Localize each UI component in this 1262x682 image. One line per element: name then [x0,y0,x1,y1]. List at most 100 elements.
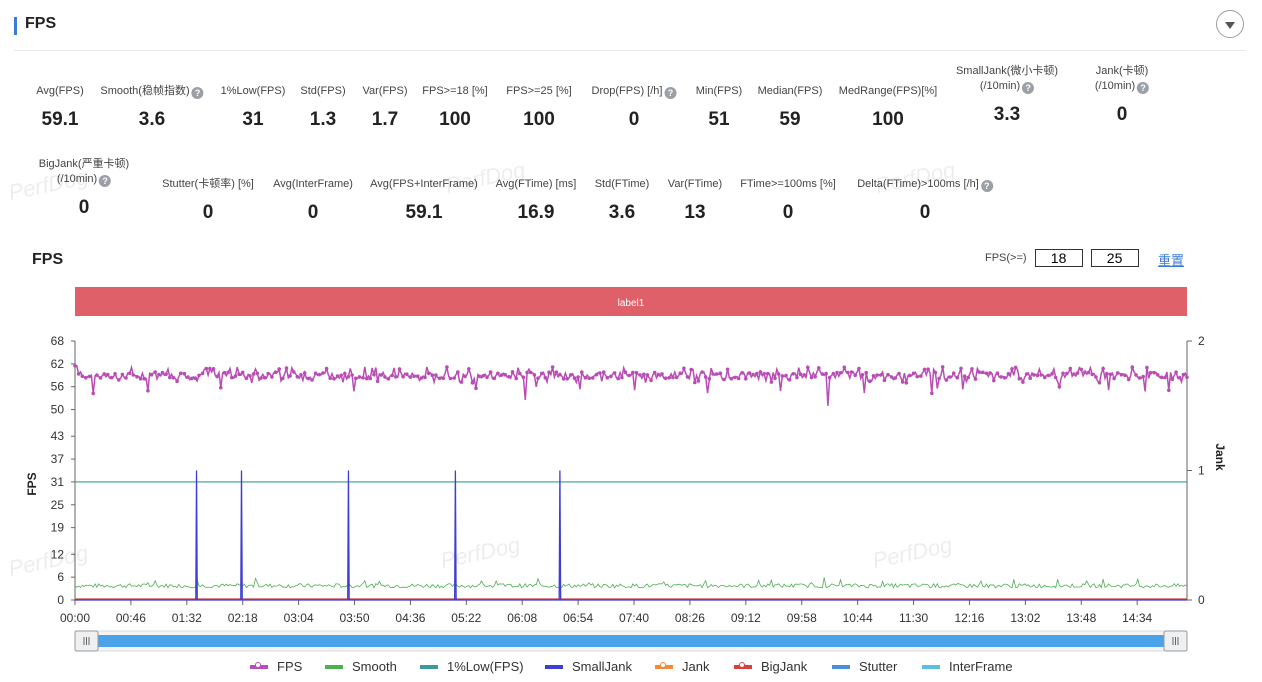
metric-value: 0 [628,109,640,130]
metric-value: 51 [708,109,730,130]
fps-point [550,365,555,369]
help-icon[interactable]: ? [191,87,204,99]
fps-point [73,364,77,368]
fps-point [244,376,249,381]
fps-point [1043,375,1047,380]
collapse-toggle-button[interactable] [1216,10,1244,38]
fps-point [1017,376,1022,381]
fps-point [601,370,606,375]
help-icon[interactable]: ? [1022,82,1035,94]
fps-point [645,373,650,377]
fps-point [222,370,227,375]
reset-button[interactable]: 重置 [1158,253,1185,268]
legend-item-smooth[interactable]: Smooth [325,659,397,674]
fps-point [415,374,420,379]
metric-metrics_row1-7: Drop(FPS) [/h]? 0 [592,84,677,131]
fps-point [995,371,1000,376]
legend-item-jank[interactable]: Jank [655,659,709,674]
fps-threshold-high-input[interactable] [1090,249,1139,267]
fps-point [412,374,416,379]
legend-item-interframe[interactable]: InterFrame [922,659,1013,674]
fps-point [532,373,537,377]
fps-point [408,375,413,379]
x-tick-label: 11:30 [899,611,928,625]
fps-point [321,371,325,375]
fps-point [999,375,1003,379]
fps-threshold-low-input[interactable] [1034,249,1083,267]
fps-point [383,375,387,379]
y2-tick-label: 0 [1198,593,1205,607]
metric-metrics_row2-7: FTime>=100ms [%] 0 [740,177,836,224]
legend-item-stutter[interactable]: Stutter [832,659,897,674]
metric-value: 31 [242,109,264,130]
x-tick-label: 03:04 [284,611,314,625]
fps-point [419,376,424,380]
legend-item-fps[interactable]: FPS [250,659,302,674]
metric-label: Std(FPS) [300,85,346,97]
metric-metrics_row1-4: Var(FPS) 1.7 [362,84,407,131]
x-tick-label: 13:48 [1066,611,1096,625]
fps-point [1145,365,1149,370]
fps-point [806,365,810,370]
section-title: FPS [25,15,57,32]
metric-label-unit: (/10min)? [956,79,1058,94]
fps-point [1159,375,1164,380]
metric-label: Delta(FTime)>100ms [/h]? [857,177,993,192]
fps-point [598,371,602,375]
metric-value: 100 [523,109,555,130]
fps-point [846,370,850,375]
legend-item-bigjank[interactable]: BigJank [734,659,807,674]
metric-label: BigJank(严重卡顿) [38,158,130,170]
metric-value: 100 [439,109,471,130]
fps-point [182,371,187,376]
fps-point [1035,373,1040,378]
fps-point [452,376,457,380]
fps-point [707,376,712,381]
fps-point [751,372,755,377]
fps-point [521,375,526,380]
fps-point [940,365,945,369]
metric-metrics_row1-0: Avg(FPS) 59.1 [36,84,83,131]
fps-point [233,374,238,378]
fps-point [456,370,460,374]
fps-point [817,366,821,370]
fps-point [76,372,81,376]
metric-metrics_row2-6: Var(FTime) 13 [668,177,722,224]
fps-point [332,376,336,381]
help-icon[interactable]: ? [664,87,677,99]
legend-swatch-icon [922,664,940,669]
legend-item-low1[interactable]: 1%Low(FPS) [420,659,524,674]
fps-point [875,373,879,377]
fps-point [1021,380,1025,384]
metric-value: 0 [919,202,931,223]
metric-metrics_row1-11: SmallJank(微小卡顿) (/10min)? 3.3 [956,64,1058,126]
metric-value: 1.3 [309,109,337,130]
fps-point [886,372,890,377]
fps-point [959,366,963,371]
fps-point [368,376,373,381]
metric-label-unit: (/10min)? [39,172,129,187]
fps-point [784,373,788,378]
fps-point [375,379,380,384]
fps-point [795,375,799,380]
legend-item-smalljank[interactable]: SmallJank [545,659,632,674]
help-icon[interactable]: ? [99,175,112,187]
fps-point [288,374,292,378]
fps-point [507,374,511,379]
y2-axis-title: Jank [1213,443,1227,471]
fps-point [835,370,839,375]
fps-point [346,374,351,379]
fps-point [164,372,168,377]
fps-point [1002,376,1007,380]
fps-point [102,372,106,376]
help-icon[interactable]: ? [980,180,993,192]
help-icon[interactable]: ? [1137,82,1150,94]
chevron-down-icon [1225,21,1235,29]
fps-point [689,367,693,372]
fps-point [168,375,172,380]
fps-point [364,376,369,381]
metric-value: 3.3 [993,104,1021,125]
fps-point [135,375,139,379]
metric-metrics_row1-5: FPS>=18 [%] 100 [422,84,487,131]
